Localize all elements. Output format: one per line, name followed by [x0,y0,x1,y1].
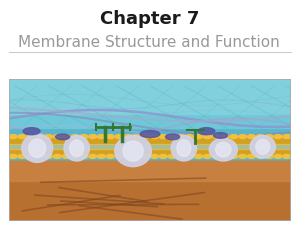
Circle shape [151,135,158,139]
Ellipse shape [214,133,228,138]
Circle shape [186,154,194,158]
Ellipse shape [256,140,270,154]
Ellipse shape [115,135,152,167]
Circle shape [36,154,43,158]
Circle shape [45,135,52,139]
Circle shape [142,135,149,139]
Ellipse shape [140,130,160,137]
Circle shape [195,135,203,139]
Circle shape [71,135,79,139]
Circle shape [98,154,105,158]
Circle shape [151,154,158,158]
Circle shape [203,135,211,139]
Circle shape [89,135,97,139]
Bar [9,136,291,144]
Bar [9,79,291,128]
Bar [9,149,291,157]
Circle shape [18,154,26,158]
Circle shape [124,154,132,158]
Circle shape [27,154,35,158]
Ellipse shape [209,138,237,161]
Ellipse shape [29,139,46,158]
Ellipse shape [64,135,89,161]
Circle shape [9,135,17,139]
Text: Membrane Structure and Function: Membrane Structure and Function [18,35,280,50]
Circle shape [53,135,61,139]
Circle shape [221,135,229,139]
Circle shape [274,154,282,158]
Ellipse shape [70,140,84,157]
Circle shape [80,135,88,139]
Circle shape [159,154,167,158]
Circle shape [212,135,220,139]
Circle shape [248,135,255,139]
Circle shape [124,135,132,139]
Circle shape [98,135,105,139]
Circle shape [177,154,185,158]
Circle shape [239,135,247,139]
Circle shape [53,154,61,158]
Circle shape [142,154,149,158]
Circle shape [230,135,238,139]
Ellipse shape [171,135,196,161]
Circle shape [45,154,52,158]
Circle shape [168,135,176,139]
Circle shape [265,154,273,158]
Circle shape [239,154,247,158]
Circle shape [115,154,123,158]
Circle shape [159,135,167,139]
Circle shape [168,154,176,158]
Circle shape [177,135,185,139]
Circle shape [36,135,43,139]
Circle shape [27,135,35,139]
Circle shape [265,135,273,139]
Circle shape [212,154,220,158]
Circle shape [133,154,141,158]
Ellipse shape [123,141,143,161]
Circle shape [283,154,291,158]
Circle shape [283,135,291,139]
Bar [9,161,291,220]
Text: Chapter 7: Chapter 7 [100,10,200,28]
Circle shape [203,154,211,158]
Ellipse shape [56,134,70,140]
Circle shape [256,135,264,139]
Circle shape [115,135,123,139]
Circle shape [106,154,114,158]
Circle shape [9,154,17,158]
Circle shape [62,154,70,158]
Circle shape [133,135,141,139]
Circle shape [62,135,70,139]
Bar [9,161,291,181]
Circle shape [221,154,229,158]
Ellipse shape [216,142,231,157]
Circle shape [274,135,282,139]
Ellipse shape [177,140,191,157]
Bar [9,144,291,149]
Ellipse shape [166,134,180,140]
Bar [9,79,291,114]
Circle shape [195,154,203,158]
Ellipse shape [22,134,53,162]
Circle shape [106,135,114,139]
Bar [9,79,291,161]
Ellipse shape [198,128,215,135]
Circle shape [256,154,264,158]
Ellipse shape [250,135,275,158]
Circle shape [230,154,238,158]
Circle shape [248,154,255,158]
Circle shape [186,135,194,139]
Ellipse shape [23,128,40,135]
Circle shape [71,154,79,158]
Circle shape [18,135,26,139]
Circle shape [89,154,97,158]
Circle shape [80,154,88,158]
